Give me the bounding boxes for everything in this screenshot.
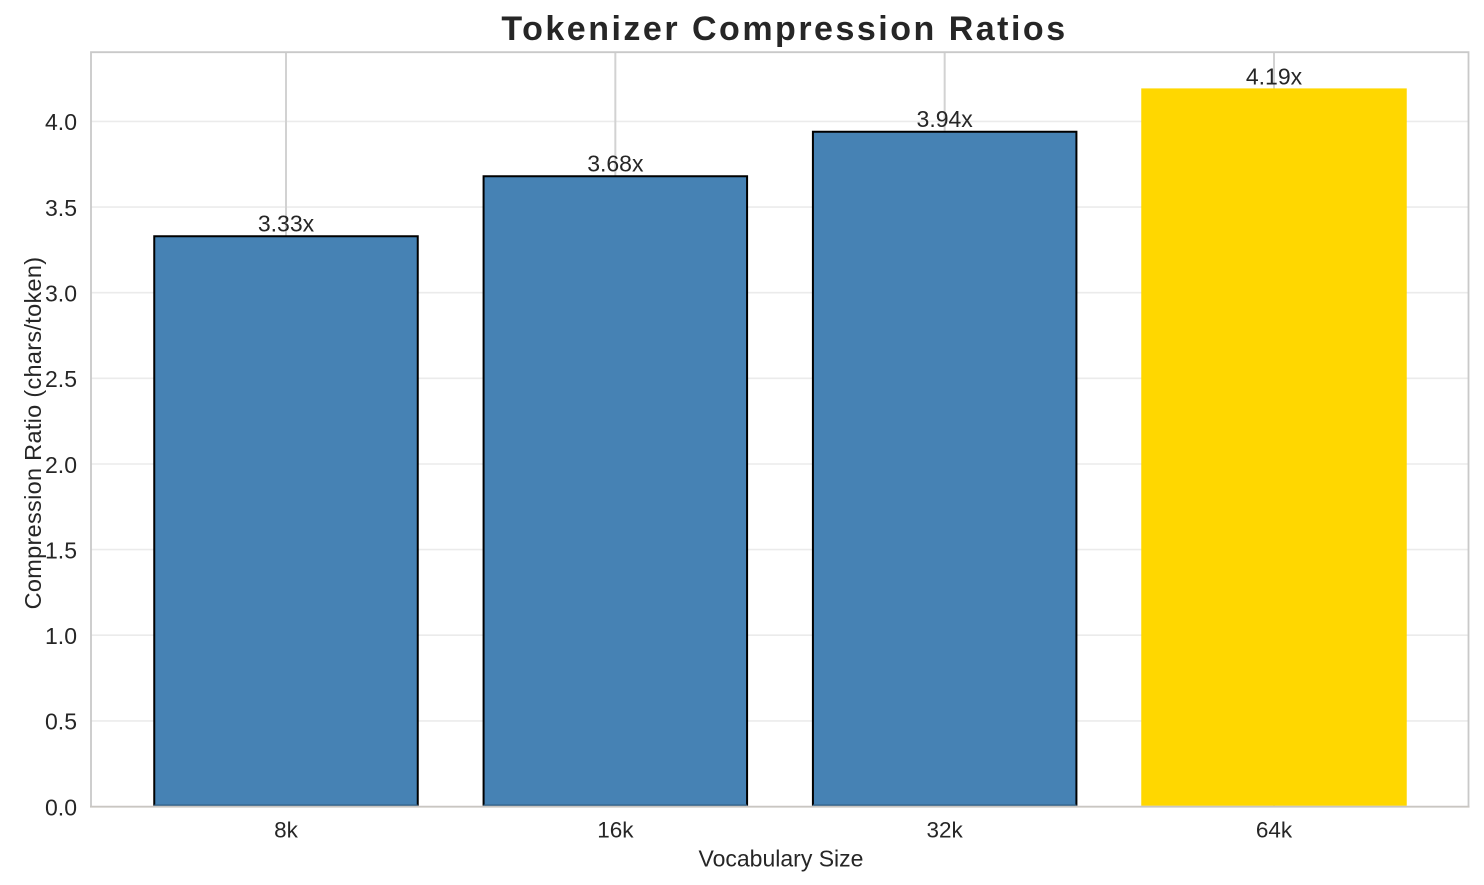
svg-text:1.0: 1.0 [45, 623, 77, 649]
svg-text:Compression Ratio (chars/token: Compression Ratio (chars/token) [20, 257, 46, 610]
svg-text:8k: 8k [274, 818, 299, 843]
svg-text:3.94x: 3.94x [917, 106, 974, 132]
svg-text:16k: 16k [597, 818, 634, 843]
svg-text:2.0: 2.0 [45, 452, 77, 478]
svg-text:1.5: 1.5 [45, 537, 77, 563]
svg-text:0.5: 0.5 [45, 709, 77, 735]
svg-text:0.0: 0.0 [45, 794, 77, 820]
svg-text:3.68x: 3.68x [587, 151, 644, 177]
svg-text:3.5: 3.5 [45, 195, 77, 221]
svg-text:64k: 64k [1256, 818, 1293, 843]
svg-text:3.33x: 3.33x [258, 211, 315, 237]
svg-text:32k: 32k [927, 818, 964, 843]
svg-text:3.0: 3.0 [45, 281, 77, 307]
svg-text:Vocabulary Size: Vocabulary Size [699, 846, 864, 872]
svg-text:2.5: 2.5 [45, 366, 77, 392]
svg-text:Tokenizer Compression Ratios: Tokenizer Compression Ratios [501, 10, 1067, 48]
svg-text:4.0: 4.0 [45, 109, 77, 135]
svg-text:4.19x: 4.19x [1246, 63, 1303, 89]
